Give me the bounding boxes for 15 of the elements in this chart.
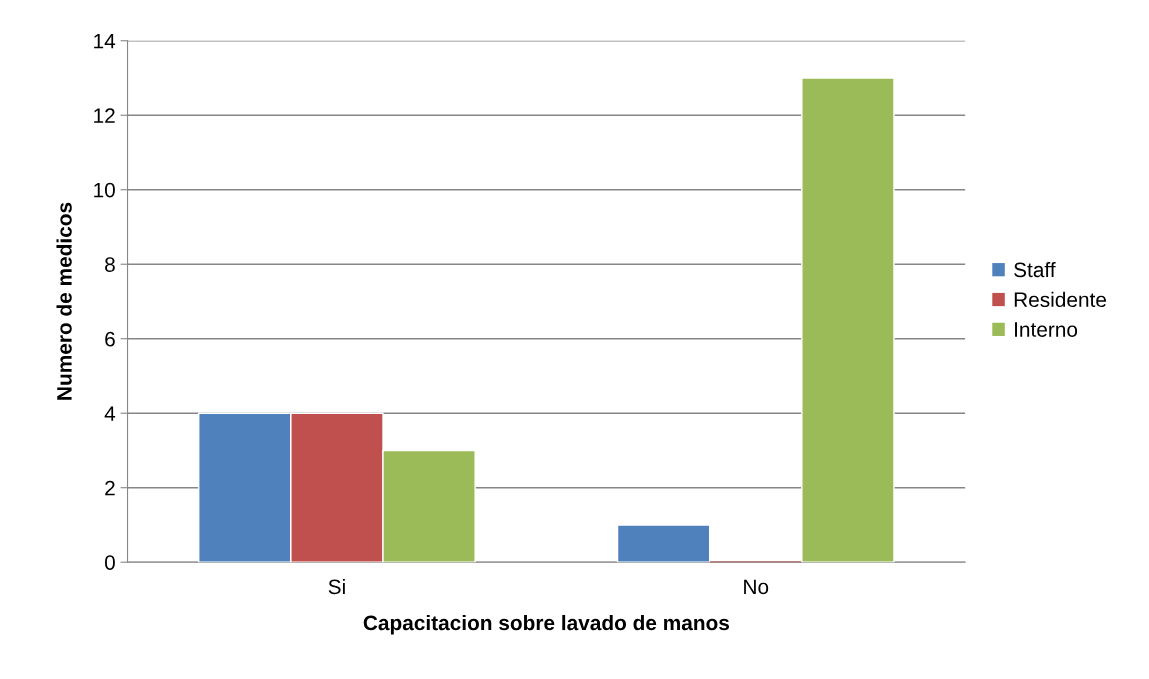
y-tick-label: 4 xyxy=(104,406,116,421)
y-tick-label: 10 xyxy=(94,182,115,198)
y-tick-label: 2 xyxy=(105,480,115,496)
x-tick-label: No xyxy=(744,579,769,595)
y-axis-title: Numero de medicos xyxy=(56,202,72,400)
legend-label: Staff xyxy=(1014,261,1056,278)
y-tick-label: 8 xyxy=(105,257,115,272)
x-axis-title: Capacitacion sobre lavado de manos xyxy=(363,614,730,635)
x-tick-label: Si xyxy=(328,578,345,595)
legend-label: Residente xyxy=(1014,291,1106,308)
y-tick-label: 12 xyxy=(94,108,115,123)
legend-label: Interno xyxy=(1015,322,1078,337)
y-tick-label: 6 xyxy=(105,331,115,347)
y-tick-label: 14 xyxy=(94,33,116,49)
y-tick-label: 0 xyxy=(104,555,115,570)
